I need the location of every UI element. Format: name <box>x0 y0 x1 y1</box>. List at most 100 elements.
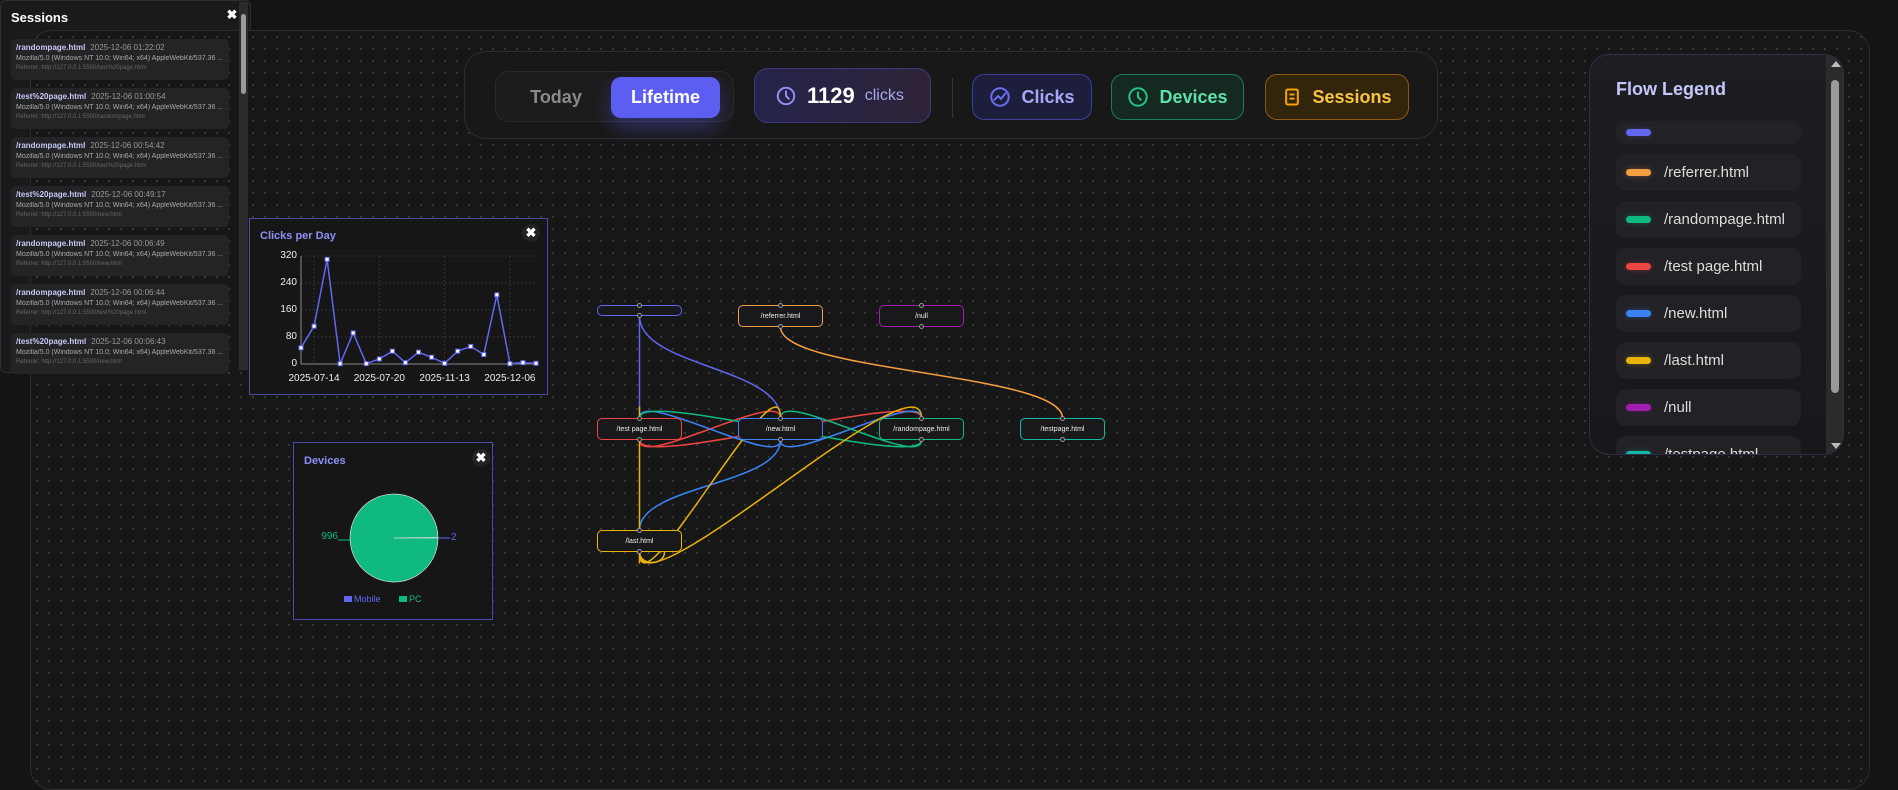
legend-label: /referrer.html <box>1664 164 1750 181</box>
node-input-handle[interactable] <box>919 303 924 308</box>
session-item[interactable]: /randompage.html 2025-12-06 01:22:02 Mozil… <box>11 39 229 80</box>
legend-scrollbar[interactable] <box>1826 55 1843 454</box>
node-input-handle[interactable] <box>1060 416 1065 421</box>
sessions-panel[interactable]: Sessions ✖ /randompage.html 2025-12-06 01… <box>0 0 251 374</box>
pie-slice-pc[interactable] <box>349 493 439 583</box>
node-output-handle[interactable] <box>1060 437 1065 442</box>
data-point[interactable] <box>494 292 500 298</box>
node-output-handle[interactable] <box>778 437 783 442</box>
flow-node[interactable]: /new.html <box>738 416 823 442</box>
session-item[interactable]: /randompage.html 2025-12-06 00:06:49 Mozil… <box>11 235 229 276</box>
session-time: 2025-12-06 01:22:02 <box>90 43 165 52</box>
node-output-handle[interactable] <box>637 313 642 318</box>
data-point[interactable] <box>350 330 356 336</box>
sessions-scrollbar[interactable] <box>239 2 248 370</box>
scroll-up-icon[interactable] <box>1831 61 1841 67</box>
data-point[interactable] <box>507 361 513 367</box>
flow-node[interactable]: /test page.html <box>597 416 682 442</box>
divider <box>952 78 953 118</box>
flow-node-label: /null <box>915 312 928 320</box>
clicks-button[interactable]: Clicks <box>972 74 1092 120</box>
flow-node[interactable]: /testpage.html <box>1020 416 1105 442</box>
flow-legend: Flow Legend /referrer.html/randompage.ht… <box>1589 54 1844 455</box>
data-point[interactable] <box>429 354 435 360</box>
data-point[interactable] <box>337 361 343 367</box>
node-output-handle[interactable] <box>637 437 642 442</box>
legend-swatch <box>1626 310 1651 317</box>
flow-node[interactable] <box>597 303 682 318</box>
sessions-button[interactable]: Sessions <box>1265 74 1409 120</box>
close-icon[interactable]: ✖ <box>522 224 540 242</box>
devices-panel[interactable]: Devices ✖ 2 996 Mobile PC <box>293 442 493 620</box>
session-item[interactable]: /test%20page.html 2025-12-06 00:49:17 Mozi… <box>11 186 229 227</box>
data-point[interactable] <box>376 356 382 362</box>
node-output-handle[interactable] <box>637 549 642 554</box>
session-user-agent: Mozilla/5.0 (Windows NT 10.0; Win64; x64… <box>16 251 224 258</box>
trend-icon <box>990 87 1011 107</box>
session-item[interactable]: /test%20page.html 2025-12-06 00:06:43 Mozi… <box>11 333 229 374</box>
session-time: 2025-12-06 00:06:44 <box>90 288 165 297</box>
data-point[interactable] <box>324 256 330 262</box>
node-output-handle[interactable] <box>778 324 783 329</box>
flow-node-label: /new.html <box>765 425 796 433</box>
legend-label: /null <box>1664 399 1692 416</box>
session-header: /test%20page.html 2025-12-06 00:06:43 <box>16 337 224 346</box>
devices-button[interactable]: Devices <box>1111 74 1244 120</box>
legend-label: /new.html <box>1664 305 1728 322</box>
legend-item: /randompage.html <box>1616 201 1801 238</box>
data-point[interactable] <box>416 349 421 355</box>
lifetime-button[interactable]: Lifetime <box>611 77 720 118</box>
range-toggle: Today Lifetime <box>495 71 734 122</box>
node-input-handle[interactable] <box>778 416 783 421</box>
node-output-handle[interactable] <box>919 437 924 442</box>
flow-node[interactable]: /null <box>879 303 964 329</box>
data-point[interactable] <box>520 360 526 366</box>
session-page: /test%20page.html <box>16 92 87 101</box>
data-point[interactable] <box>468 343 474 349</box>
node-output-handle[interactable] <box>919 324 924 329</box>
session-item[interactable]: /test%20page.html 2025-12-06 01:00:54 Mozi… <box>11 88 229 129</box>
clicks-line-chart: 0 80 160 240 320 2025-07-14 2025-07-20 2025-11-… <box>280 250 539 384</box>
session-time: 2025-12-06 00:54:42 <box>90 141 165 150</box>
data-point[interactable] <box>533 360 539 366</box>
clock-icon <box>1128 87 1149 107</box>
data-point[interactable] <box>389 348 395 354</box>
today-button[interactable]: Today <box>530 87 582 107</box>
session-item[interactable]: /randompage.html 2025-12-06 00:06:44 Mozil… <box>11 284 229 325</box>
pie-legend-label[interactable]: Mobile <box>354 594 381 604</box>
devices-pie-chart: 2 996 Mobile PC <box>321 493 457 604</box>
flow-node[interactable]: /referrer.html <box>738 303 823 329</box>
data-point[interactable] <box>363 361 369 367</box>
close-icon[interactable]: ✖ <box>226 7 238 22</box>
session-time: 2025-12-06 01:00:54 <box>91 92 166 101</box>
data-point[interactable] <box>311 323 317 329</box>
session-page: /randompage.html <box>16 239 86 248</box>
session-header: /randompage.html 2025-12-06 00:06:49 <box>16 239 224 248</box>
data-point[interactable] <box>481 352 487 358</box>
flow-node[interactable]: /randompage.html <box>879 416 964 442</box>
flow-node[interactable]: /last.html <box>597 528 682 554</box>
node-input-handle[interactable] <box>637 303 642 308</box>
data-point[interactable] <box>455 348 461 354</box>
legend-swatch <box>1626 216 1651 223</box>
node-input-handle[interactable] <box>637 528 642 533</box>
legend-item: /null <box>1616 389 1801 426</box>
y-tick-label: 160 <box>280 304 297 315</box>
session-item[interactable]: /randompage.html 2025-12-06 00:54:42 Mozil… <box>11 137 229 178</box>
data-point[interactable] <box>442 360 448 366</box>
pie-legend-label[interactable]: PC <box>409 594 422 604</box>
node-input-handle[interactable] <box>778 303 783 308</box>
close-icon[interactable]: ✖ <box>472 449 490 467</box>
legend-swatch <box>399 596 407 602</box>
data-point[interactable] <box>402 360 408 366</box>
scrollbar-thumb[interactable] <box>1831 80 1839 393</box>
session-page: /test%20page.html <box>16 190 87 199</box>
node-input-handle[interactable] <box>919 416 924 421</box>
scroll-down-icon[interactable] <box>1831 443 1841 449</box>
clicks-per-day-panel[interactable]: Clicks per Day ✖ 0 80 160 240 320 2025-07-14 2… <box>249 218 548 395</box>
flow-canvas[interactable] <box>30 30 1870 790</box>
node-input-handle[interactable] <box>637 416 642 421</box>
data-point[interactable] <box>298 345 304 351</box>
flow-edge <box>638 315 782 419</box>
scrollbar-thumb[interactable] <box>241 14 246 94</box>
